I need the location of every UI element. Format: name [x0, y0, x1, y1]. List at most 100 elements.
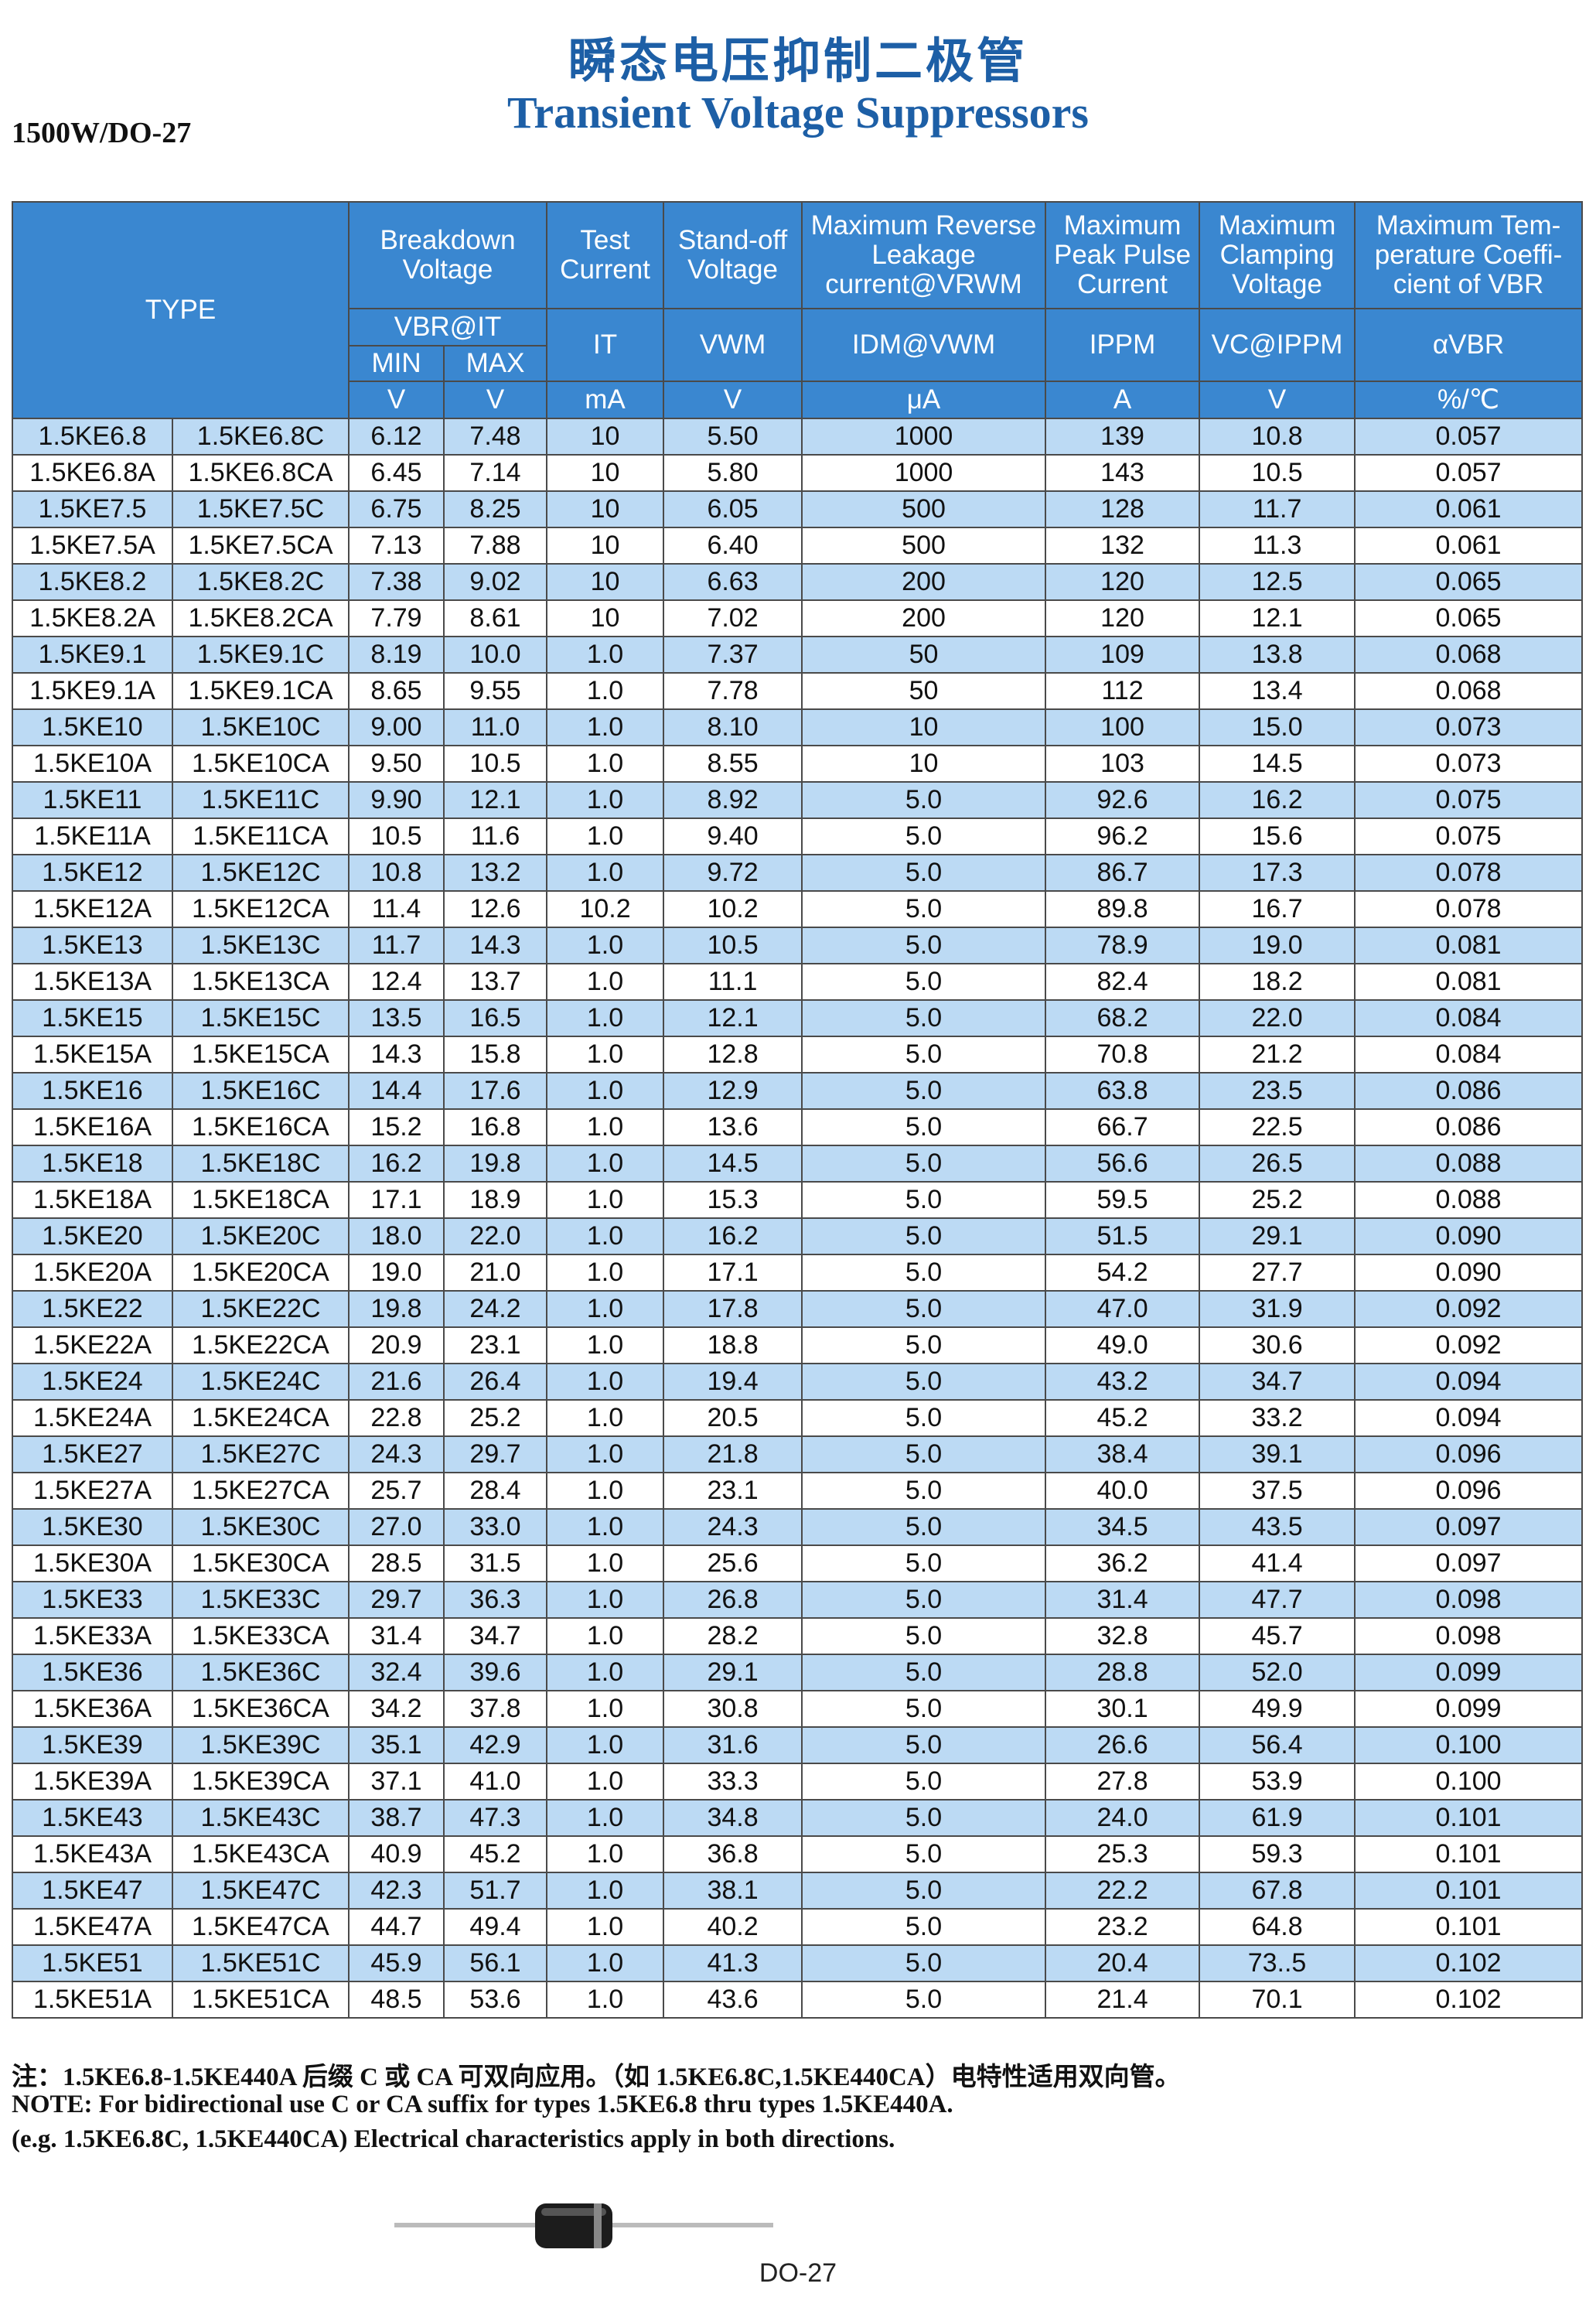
- table-cell: 6.63: [663, 563, 803, 601]
- table-cell: 128: [1045, 490, 1201, 528]
- header-cell: Maximum Peak Pulse Current: [1045, 201, 1201, 309]
- table-cell: 37.5: [1199, 1472, 1356, 1510]
- table-cell: 10: [546, 563, 665, 601]
- table-cell: 61.9: [1199, 1799, 1356, 1837]
- table-row: 1.5KE27A 1.5KE27CA 25.7 28.4 1.0 23.1 5.0 40.0 3…: [12, 1472, 1584, 1510]
- table-cell: 0.101: [1354, 1835, 1584, 1873]
- table-cell: 0.086: [1354, 1108, 1584, 1146]
- table-cell: 23.5: [1199, 1072, 1356, 1110]
- table-row: 1.5KE24A 1.5KE24CA 22.8 25.2 1.0 20.5 5.0 45.2 3…: [12, 1399, 1584, 1437]
- table-cell: 19.8: [443, 1145, 548, 1183]
- table-cell: 10: [546, 418, 665, 456]
- table-cell: 0.100: [1354, 1726, 1584, 1764]
- table-cell: 1.5KE15: [12, 999, 173, 1037]
- table-cell: 45.2: [1045, 1399, 1201, 1437]
- table-cell: 89.8: [1045, 890, 1201, 928]
- table-cell: 0.075: [1354, 817, 1584, 855]
- table-cell: 1.5KE47: [12, 1872, 173, 1910]
- table-cell: 40.9: [348, 1835, 445, 1873]
- table-cell: 12.1: [663, 999, 803, 1037]
- table-cell: 1.5KE8.2: [12, 563, 173, 601]
- table-cell: 59.5: [1045, 1181, 1201, 1219]
- table-cell: 7.48: [443, 418, 548, 456]
- table-cell: 35.1: [348, 1726, 445, 1764]
- table-cell: 1.5KE6.8C: [171, 418, 350, 456]
- table-cell: 13.5: [348, 999, 445, 1037]
- table-cell: 24.3: [348, 1435, 445, 1473]
- table-cell: 22.8: [348, 1399, 445, 1437]
- table-cell: 1.5KE36CA: [171, 1690, 350, 1728]
- table-cell: 6.12: [348, 418, 445, 456]
- table-cell: 1000: [801, 418, 1047, 456]
- table-cell: 53.6: [443, 1981, 548, 2019]
- title-cn: 瞬态电压抑制二极管: [568, 32, 1028, 89]
- table-cell: 24.3: [663, 1508, 803, 1546]
- table-cell: 5.80: [663, 454, 803, 492]
- table-cell: 0.098: [1354, 1617, 1584, 1655]
- table-cell: 92.6: [1045, 781, 1201, 819]
- unit-cell: %/℃: [1354, 381, 1584, 419]
- table-cell: 1.5KE33C: [171, 1581, 350, 1619]
- table-cell: 19.0: [348, 1254, 445, 1292]
- table-cell: 32.8: [1045, 1617, 1201, 1655]
- table-cell: 1.0: [546, 854, 665, 892]
- table-cell: 1.5KE7.5CA: [171, 527, 350, 565]
- table-cell: 0.097: [1354, 1508, 1584, 1546]
- table-cell: 8.92: [663, 781, 803, 819]
- table-cell: 40.2: [663, 1908, 803, 1946]
- table-cell: 5.0: [801, 1399, 1047, 1437]
- table-cell: 15.6: [1199, 817, 1356, 855]
- table-cell: 0.100: [1354, 1763, 1584, 1801]
- table-cell: 13.7: [443, 963, 548, 1001]
- table-cell: 0.078: [1354, 854, 1584, 892]
- table-cell: 45.7: [1199, 1617, 1356, 1655]
- table-cell: 1.5KE30CA: [171, 1545, 350, 1582]
- table-cell: 109: [1045, 636, 1201, 674]
- table-cell: 82.4: [1045, 963, 1201, 1001]
- table-cell: 41.0: [443, 1763, 548, 1801]
- table-cell: 28.4: [443, 1472, 548, 1510]
- table-cell: 1.5KE20C: [171, 1217, 350, 1255]
- table-cell: 50: [801, 672, 1047, 710]
- table-cell: 21.2: [1199, 1036, 1356, 1073]
- table-cell: 43.6: [663, 1981, 803, 2019]
- table-row: 1.5KE18 1.5KE18C 16.2 19.8 1.0 14.5 5.0 56.6 26.…: [12, 1145, 1584, 1183]
- table-cell: 1.5KE43: [12, 1799, 173, 1837]
- table-cell: 14.3: [348, 1036, 445, 1073]
- table-row: 1.5KE15A 1.5KE15CA 14.3 15.8 1.0 12.8 5.0 70.8 2…: [12, 1036, 1584, 1073]
- table-cell: 1.5KE8.2C: [171, 563, 350, 601]
- table-cell: 32.4: [348, 1654, 445, 1691]
- table-row: 1.5KE33 1.5KE33C 29.7 36.3 1.0 26.8 5.0 31.4 47.…: [12, 1581, 1584, 1619]
- table-row: 1.5KE9.1 1.5KE9.1C 8.19 10.0 1.0 7.37 50 109 13.…: [12, 636, 1584, 674]
- package-label: DO-27: [759, 2258, 837, 2288]
- table-cell: 1.5KE18A: [12, 1181, 173, 1219]
- table-cell: 12.4: [348, 963, 445, 1001]
- table-cell: 12.1: [443, 781, 548, 819]
- table-cell: 1.5KE12CA: [171, 890, 350, 928]
- table-cell: 16.2: [663, 1217, 803, 1255]
- table-cell: 27.8: [1045, 1763, 1201, 1801]
- table-cell: 1.0: [546, 1036, 665, 1073]
- table-cell: 1.5KE18C: [171, 1145, 350, 1183]
- table-cell: 21.6: [348, 1363, 445, 1401]
- table-cell: 1.5KE43C: [171, 1799, 350, 1837]
- table-cell: 16.8: [443, 1108, 548, 1146]
- table-cell: 1.5KE22CA: [171, 1326, 350, 1364]
- table-cell: 86.7: [1045, 854, 1201, 892]
- table-cell: 41.3: [663, 1944, 803, 1982]
- header-cell: VBR@IT: [348, 308, 548, 346]
- table-cell: 29.7: [348, 1581, 445, 1619]
- table-cell: 1.0: [546, 1872, 665, 1910]
- title-en: Transient Voltage Suppressors: [507, 87, 1089, 138]
- table-row: 1.5KE43A 1.5KE43CA 40.9 45.2 1.0 36.8 5.0 25.3 5…: [12, 1835, 1584, 1873]
- table-cell: 49.9: [1199, 1690, 1356, 1728]
- table-row: 1.5KE24 1.5KE24C 21.6 26.4 1.0 19.4 5.0 43.2 34.…: [12, 1363, 1584, 1401]
- table-cell: 9.02: [443, 563, 548, 601]
- table-row: 1.5KE13A 1.5KE13CA 12.4 13.7 1.0 11.1 5.0 82.4 1…: [12, 963, 1584, 1001]
- table-cell: 26.8: [663, 1581, 803, 1619]
- table-cell: 18.9: [443, 1181, 548, 1219]
- table-cell: 1.5KE20CA: [171, 1254, 350, 1292]
- table-cell: 29.7: [443, 1435, 548, 1473]
- unit-cell: V: [663, 381, 803, 419]
